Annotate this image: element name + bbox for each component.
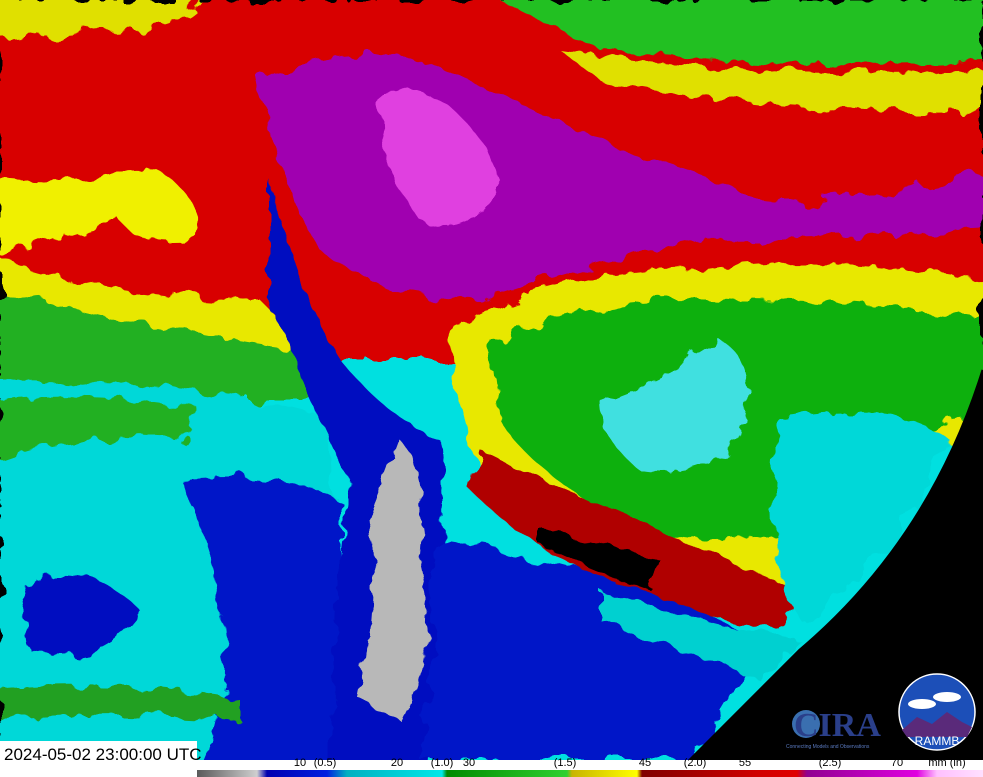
svg-text:Connecting Models and Observat: Connecting Models and Observations: [786, 744, 870, 750]
legend-tick: (0.5): [313, 757, 337, 769]
legend-tick: 45: [638, 757, 652, 769]
color-legend: 10 (0.5) 20 (1.0) 30 (1.5) 45 (2.0) 55 (…: [197, 757, 983, 777]
color-scale-bar: [197, 770, 983, 777]
svg-text:RAMMB: RAMMB: [915, 734, 960, 748]
legend-units: mm (in): [928, 757, 966, 769]
legend-tick: (1.5): [553, 757, 577, 769]
rammb-logo: RAMMB: [898, 673, 976, 751]
legend-tick: (2.0): [683, 757, 707, 769]
legend-tick: 10: [293, 757, 307, 769]
legend-tick: 70: [890, 757, 904, 769]
legend-tick: (1.0): [430, 757, 454, 769]
legend-tick: 30: [462, 757, 476, 769]
logos: CIRA Connecting Models and Observations …: [782, 672, 982, 752]
timestamp-label: 2024-05-02 23:00:00 UTC: [0, 741, 202, 777]
svg-text:CIRA: CIRA: [794, 707, 881, 744]
legend-tick: 55: [738, 757, 752, 769]
legend-tick: (2.5): [818, 757, 842, 769]
legend-tick: 20: [390, 757, 404, 769]
cira-logo: CIRA Connecting Models and Observations: [786, 707, 881, 750]
